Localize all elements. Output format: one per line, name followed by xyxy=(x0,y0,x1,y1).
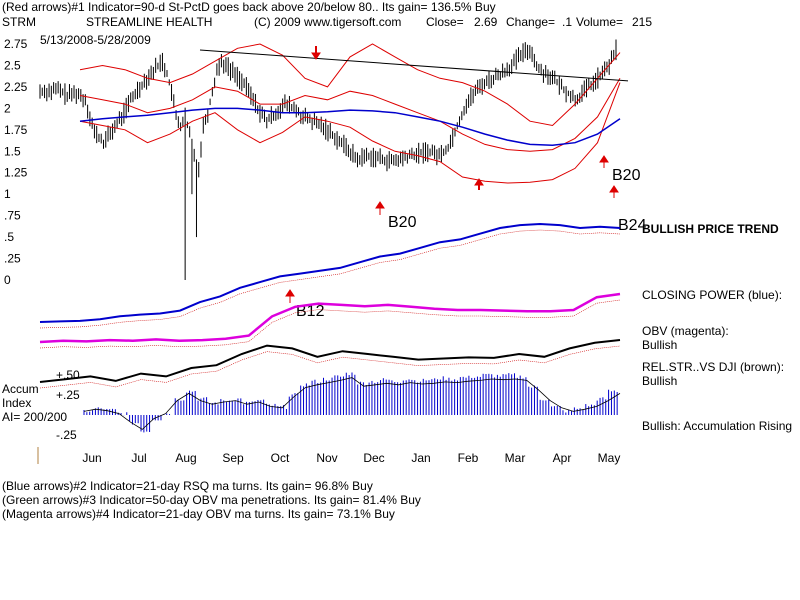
y-tick-label: 1.75 xyxy=(4,123,28,137)
ai-label: AI= 200/200 xyxy=(2,410,67,424)
indicator-ma xyxy=(39,299,621,349)
accum-tick-label: -.25 xyxy=(56,428,77,442)
accum-label: Accum xyxy=(2,382,39,396)
x-tick-label: Jul xyxy=(131,451,146,465)
y-tick-label: .75 xyxy=(4,209,21,223)
ma-line xyxy=(79,82,621,184)
arrow-mark xyxy=(599,155,609,168)
header-line1: (Red arrows)#1 Indicator=90-d St-PctD go… xyxy=(2,0,496,14)
arrow-mark xyxy=(285,289,295,303)
rel-str-status: Bullish xyxy=(642,374,677,388)
close-label: Close= xyxy=(426,15,464,29)
y-tick-label: .5 xyxy=(4,230,14,244)
y-tick-label: 1.25 xyxy=(4,166,28,180)
close-value: 2.69 xyxy=(474,15,498,29)
x-tick-label: Aug xyxy=(175,451,196,465)
indicator-ma xyxy=(39,345,621,389)
accum-tick-label: +.25 xyxy=(56,388,80,402)
index-label: Index xyxy=(2,396,31,410)
closing-power-label: CLOSING POWER (blue): xyxy=(642,288,782,302)
x-tick-label: Nov xyxy=(316,451,337,465)
signal-arrows xyxy=(285,46,619,303)
x-tick-label: May xyxy=(598,451,621,465)
volume-label: Volume= xyxy=(576,15,623,29)
accum-ma xyxy=(83,377,621,430)
y-tick-label: 2.5 xyxy=(4,58,21,72)
footer-line1: (Blue arrows)#2 Indicator=21-day RSQ ma … xyxy=(2,479,373,493)
date-range: 5/13/2008-5/28/2009 xyxy=(40,33,151,47)
x-axis-ticks: Jun Jul Aug Sep Oct Nov Dec Jan Feb Mar Apr May xyxy=(82,451,620,465)
accum-tick-label: +.50 xyxy=(56,368,80,382)
y-tick-label: 2.25 xyxy=(4,80,28,94)
y-tick-label: 2 xyxy=(4,101,11,115)
ma-line xyxy=(79,107,621,147)
arrow-mark xyxy=(474,178,484,190)
obv-status: Bullish xyxy=(642,338,677,352)
y-tick-label: 0 xyxy=(4,273,11,287)
x-tick-label: Feb xyxy=(458,451,479,465)
indicator-ma xyxy=(39,229,621,329)
x-tick-label: Mar xyxy=(505,451,526,465)
footer-line2: (Green arrows)#3 Indicator=50-day OBV ma… xyxy=(2,493,421,507)
accum-status: Bullish: Accumulation Rising xyxy=(642,419,792,433)
bullish-price-trend-label: BULLISH PRICE TREND xyxy=(642,222,779,236)
x-tick-label: Jun xyxy=(82,451,101,465)
price-bars xyxy=(39,39,617,280)
annotation-b24: B24 xyxy=(618,217,647,234)
volume-value: 215 xyxy=(632,15,652,29)
x-tick-label: Oct xyxy=(271,451,290,465)
rel-str-label: REL.STR..VS DJI (brown): xyxy=(642,360,784,374)
accum-ticks: +.50 +.25 -.25 xyxy=(56,368,80,442)
change-value: .1 xyxy=(562,15,572,29)
copyright: (C) 2009 www.tigersoft.com xyxy=(254,15,401,29)
obv-panel xyxy=(39,339,621,389)
change-label: Change= xyxy=(506,15,555,29)
y-tick-label: 1.5 xyxy=(4,144,21,158)
x-tick-label: Apr xyxy=(553,451,572,465)
x-tick-label: Dec xyxy=(363,451,384,465)
indicator-line xyxy=(39,339,621,383)
arrow-mark xyxy=(609,185,619,198)
footer-line3: (Magenta arrows)#4 Indicator=21-day OBV … xyxy=(2,507,395,521)
annotation-b12: B12 xyxy=(296,303,325,320)
obv-label: OBV (magenta): xyxy=(642,324,729,338)
x-tick-label: Jan xyxy=(411,451,430,465)
ma-line xyxy=(79,78,621,152)
indicator-line xyxy=(39,222,621,323)
arrow-mark xyxy=(375,201,385,215)
trendline xyxy=(199,49,629,82)
closing-power-panel xyxy=(39,292,621,349)
arrow-mark xyxy=(311,46,321,60)
annotation-b20: B20 xyxy=(612,167,641,184)
x-tick-label: Sep xyxy=(222,451,244,465)
accumulation-panel xyxy=(83,372,621,433)
moving-averages xyxy=(79,43,621,184)
annotation-b20: B20 xyxy=(388,214,417,231)
y-tick-label: 1 xyxy=(4,187,11,201)
y-tick-label: 2.75 xyxy=(4,37,28,51)
company-name: STREAMLINE HEALTH xyxy=(86,15,212,29)
ma-line xyxy=(79,43,621,127)
ticker: STRM xyxy=(2,15,36,29)
indicator-line xyxy=(39,292,621,344)
y-tick-label: .25 xyxy=(4,252,21,266)
relative-strength-panel xyxy=(39,222,621,329)
